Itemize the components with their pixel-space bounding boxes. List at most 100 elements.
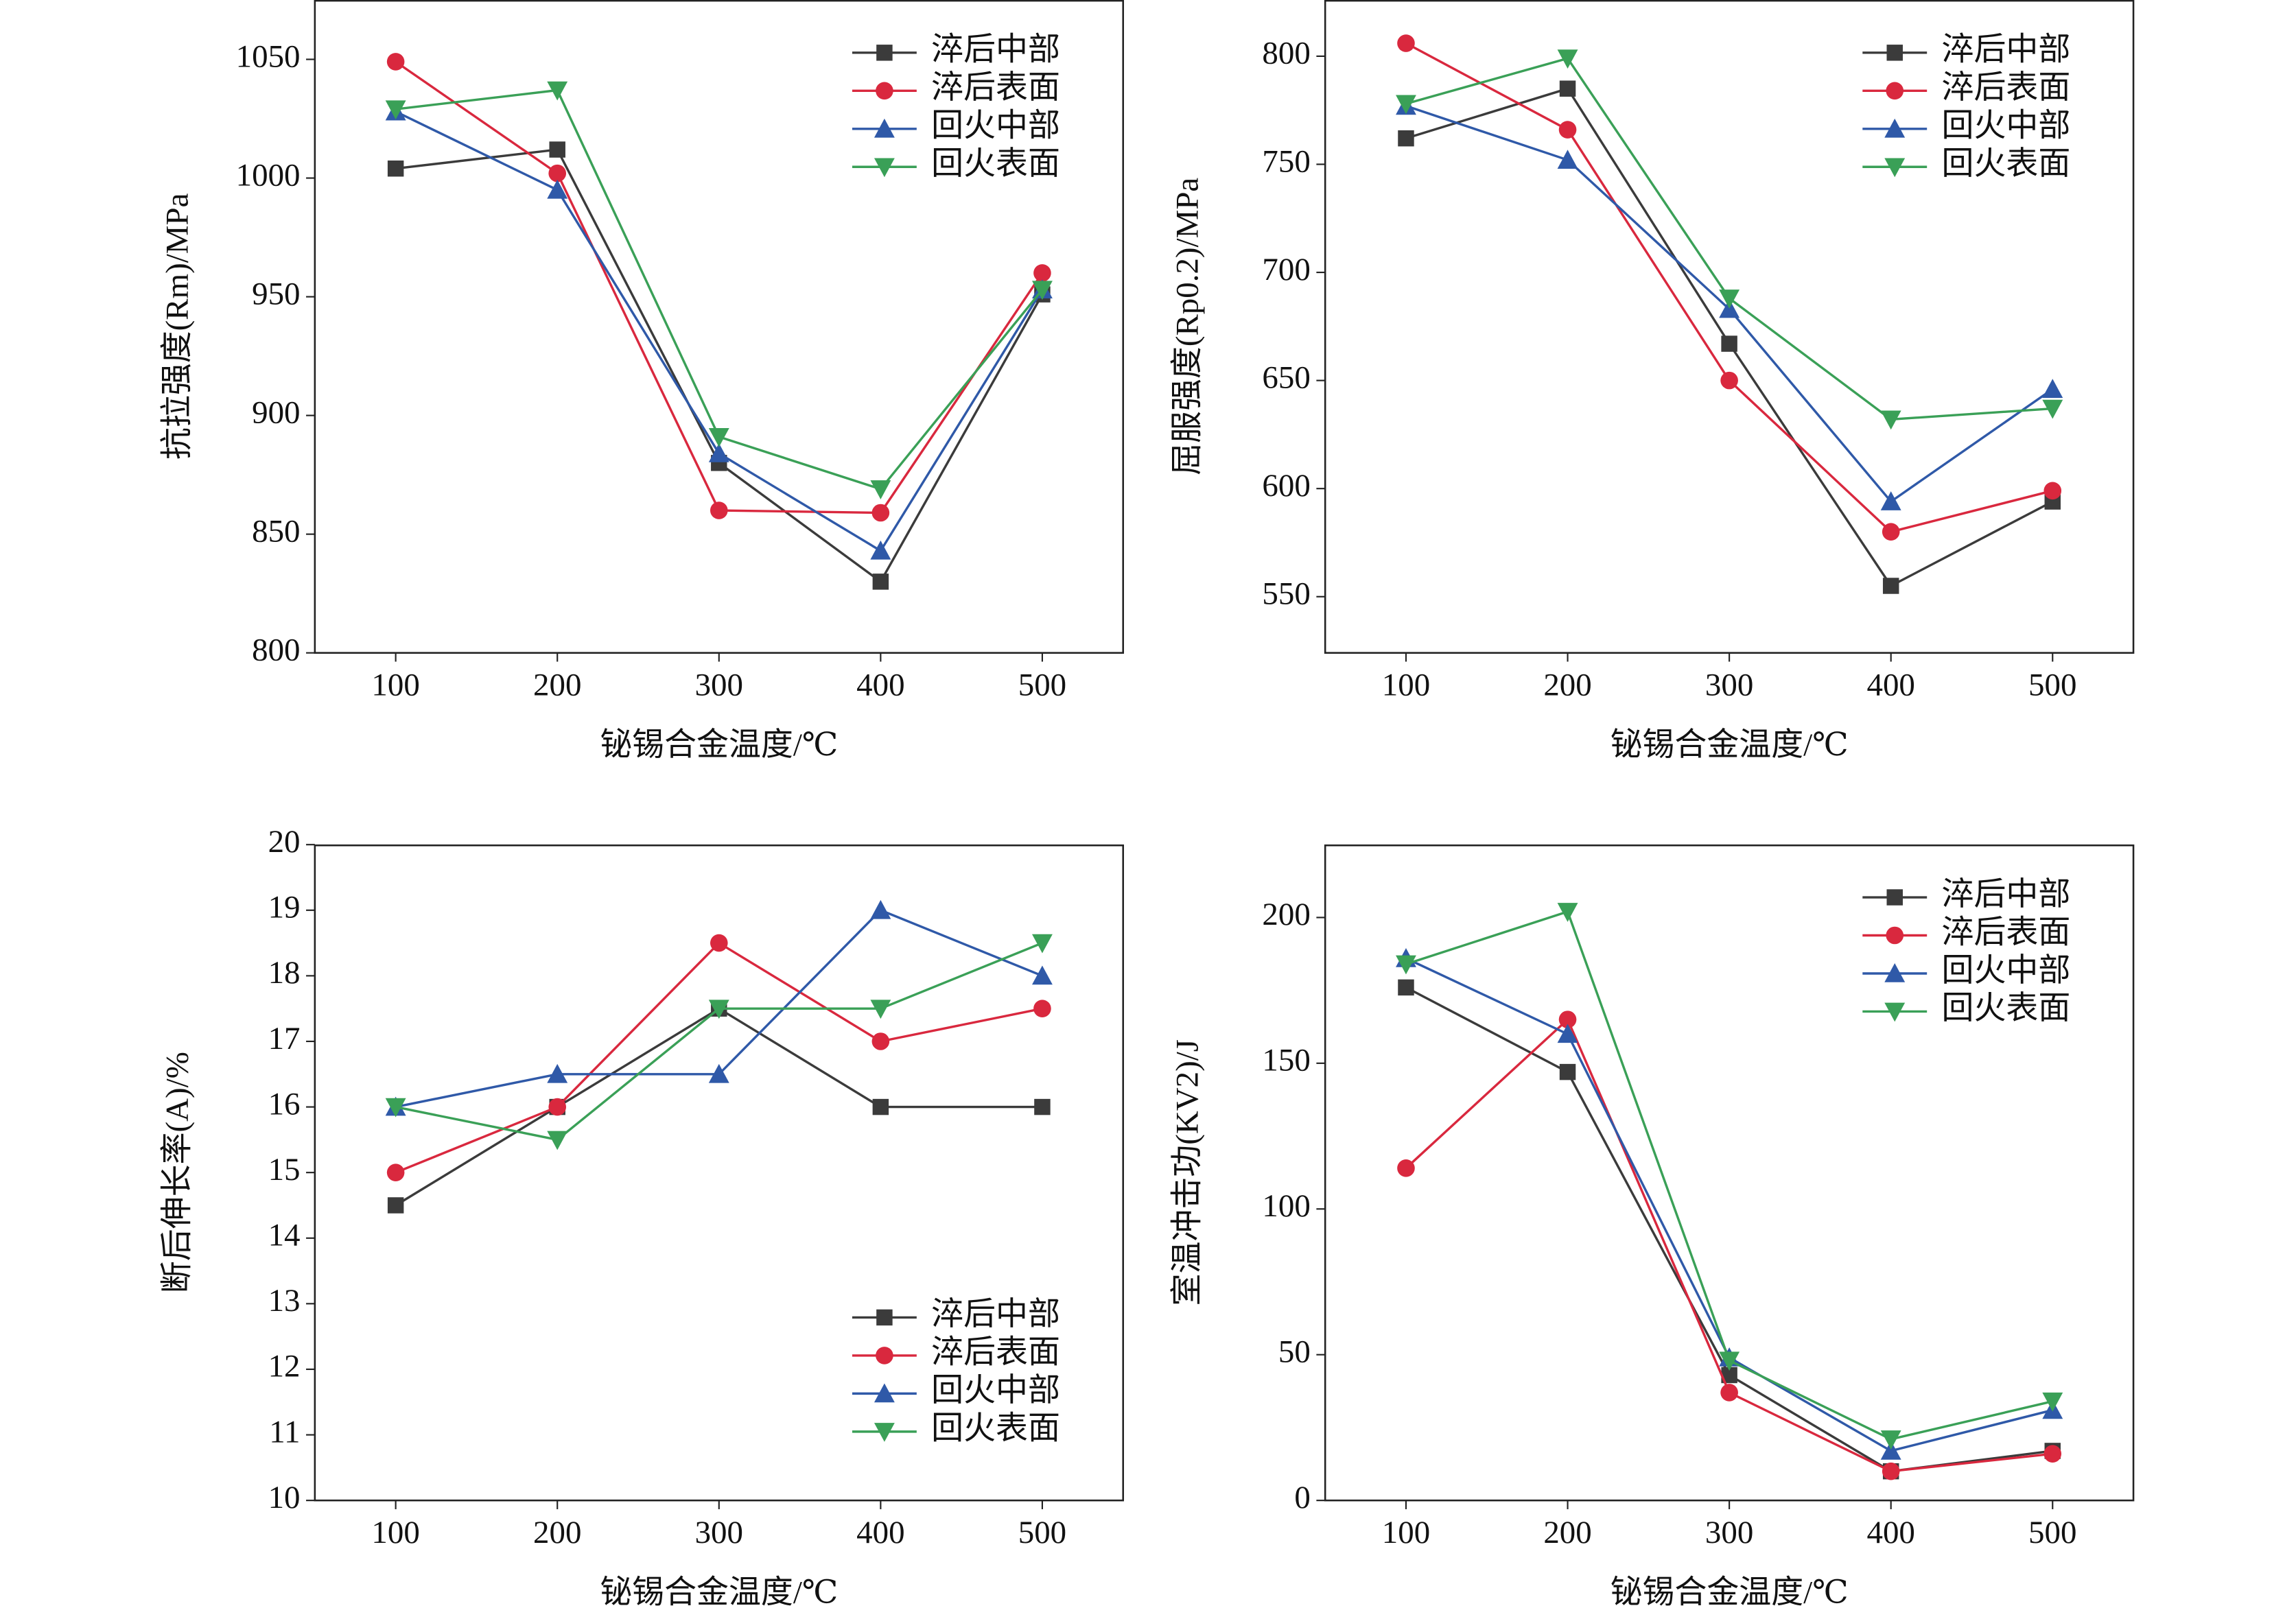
y-axis-label: 抗拉强度(Rm)/MPa [159, 193, 195, 460]
marker [1880, 1430, 1901, 1450]
x-tick-label: 100 [371, 1515, 419, 1550]
chart: 100 200 300 400 500 550 600 650 700 750 800 铋锡合金温度/… [1170, 0, 2135, 763]
marker [1558, 1011, 1577, 1028]
marker [1032, 281, 1053, 300]
marker [1557, 1024, 1578, 1043]
marker [872, 1098, 889, 1115]
y-tick-label: 950 [252, 276, 300, 311]
marker [385, 100, 406, 120]
y-tick-label: 550 [1262, 576, 1310, 612]
marker [548, 164, 567, 182]
legend-label: 回火中部 [1942, 108, 2071, 144]
x-tick-label: 400 [856, 1515, 904, 1550]
marker [1720, 371, 1738, 390]
marker [1033, 1000, 1051, 1018]
x-tick-label: 300 [1705, 1515, 1753, 1550]
marker [1882, 523, 1900, 541]
y-tick-label: 14 [268, 1218, 301, 1253]
legend-label: 回火中部 [931, 108, 1060, 144]
legend-marker [1884, 1002, 1906, 1022]
marker [1719, 289, 1740, 309]
marker [547, 1063, 568, 1083]
marker [1396, 95, 1416, 115]
x-axis-label: 铋锡合金温度/℃ [1610, 1575, 1849, 1611]
legend-marker [874, 1383, 895, 1403]
y-tick-label: 700 [1262, 252, 1310, 287]
marker [385, 1098, 406, 1118]
marker [710, 501, 728, 519]
y-tick-label: 16 [268, 1086, 301, 1122]
x-tick-label: 300 [695, 1515, 743, 1550]
marker [547, 81, 568, 101]
marker [2042, 379, 2063, 399]
legend-label: 回火表面 [931, 1411, 1060, 1447]
legend-label: 回火中部 [931, 1373, 1060, 1408]
marker [708, 427, 729, 447]
legend-marker [874, 1423, 895, 1442]
y-tick-label: 50 [1278, 1334, 1311, 1369]
marker [549, 141, 565, 158]
marker [1397, 34, 1415, 52]
marker [1880, 410, 1901, 430]
y-tick-label: 12 [268, 1349, 301, 1384]
x-tick-label: 100 [371, 667, 419, 703]
legend-marker [874, 118, 895, 138]
x-axis-label: 铋锡合金温度/℃ [1610, 727, 1849, 763]
x-tick-label: 200 [1543, 1515, 1591, 1550]
legend-label: 淬后中部 [931, 1297, 1060, 1332]
y-axis-label: 断后伸长率(A)/% [159, 1052, 195, 1293]
marker [708, 1063, 729, 1083]
y-tick-label: 0 [1294, 1480, 1310, 1515]
marker [1033, 264, 1051, 282]
marker [2042, 1392, 2063, 1412]
series-line [395, 941, 1043, 1174]
legend-marker [1884, 963, 1906, 982]
x-tick-label: 400 [1866, 1515, 1914, 1550]
marker [1557, 49, 1578, 69]
y-tick-label: 15 [268, 1152, 301, 1187]
y-tick-label: 850 [252, 513, 300, 549]
marker [1721, 1367, 1737, 1384]
marker [1719, 1351, 1740, 1371]
marker [2043, 482, 2062, 500]
marker [1882, 1462, 1900, 1480]
marker [710, 934, 728, 952]
legend-label: 淬后表面 [931, 70, 1060, 106]
legend-label: 淬后表面 [1942, 914, 2071, 950]
marker [1397, 1159, 1415, 1177]
y-tick-label: 18 [268, 955, 301, 991]
x-tick-label: 500 [1018, 1515, 1066, 1550]
marker [870, 899, 891, 919]
legend-label: 淬后表面 [931, 1335, 1060, 1371]
legend-marker [876, 1347, 893, 1364]
legend-label: 淬后中部 [1942, 877, 2071, 912]
x-tick-label: 500 [2028, 1515, 2076, 1550]
y-tick-label: 100 [1262, 1188, 1310, 1224]
series-line [395, 942, 1043, 1142]
y-tick-label: 13 [268, 1283, 301, 1319]
y-tick-label: 17 [268, 1021, 301, 1056]
marker [386, 1163, 405, 1181]
y-tick-label: 650 [1262, 359, 1310, 395]
marker [1398, 130, 1414, 147]
legend-label: 淬后中部 [931, 32, 1060, 68]
x-tick-label: 300 [695, 667, 743, 703]
y-tick-label: 1000 [236, 157, 301, 193]
marker [1398, 979, 1414, 996]
marker [870, 1000, 891, 1019]
x-axis-label: 铋锡合金温度/℃ [600, 727, 838, 763]
marker [547, 1131, 568, 1150]
marker [1559, 1063, 1576, 1080]
y-tick-label: 800 [252, 632, 300, 667]
marker [871, 1032, 890, 1050]
y-tick-label: 150 [1262, 1043, 1310, 1078]
legend-label: 回火表面 [1942, 146, 2071, 182]
marker [871, 504, 890, 522]
marker [387, 160, 404, 177]
y-tick-label: 600 [1262, 468, 1310, 504]
chart: 100 200 300 400 500 0 50 100 150 200 铋锡合金温度/℃ 室温冲击功… [1170, 844, 2135, 1611]
marker [1882, 578, 1899, 594]
x-axis-label: 铋锡合金温度/℃ [600, 1575, 838, 1611]
legend-marker [874, 158, 895, 178]
